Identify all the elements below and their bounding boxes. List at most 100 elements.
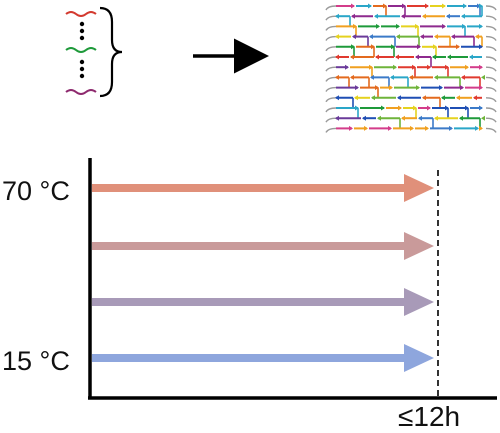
strand-arrowhead — [353, 23, 357, 29]
strand-arrowhead — [418, 115, 422, 121]
strand-arrowhead — [362, 115, 366, 121]
time-label: ≤12h — [398, 401, 460, 432]
strand-arrowhead — [409, 74, 413, 80]
arrowhead-icon — [404, 174, 434, 202]
strand-arrowhead — [479, 85, 483, 91]
scaffold-loop — [325, 97, 337, 103]
strand-arrowhead — [396, 23, 400, 29]
scaffold-loop — [485, 107, 497, 113]
strand-arrowhead — [422, 13, 426, 19]
strand-arrowhead — [369, 64, 373, 70]
scaffold-loop — [485, 25, 497, 31]
strand-arrowhead — [415, 23, 419, 29]
scaffold-loop — [325, 76, 337, 82]
strand-arrowhead — [479, 64, 483, 70]
strand-arrowhead — [381, 105, 385, 111]
strand-arrowhead — [422, 95, 426, 101]
staple-strand-red — [65, 11, 97, 17]
strand-arrowhead — [355, 105, 359, 111]
arrowhead-icon — [404, 288, 434, 316]
arrowhead-icon — [404, 232, 434, 260]
strand-arrowhead — [475, 125, 479, 131]
strand-arrowhead — [371, 44, 375, 50]
arrow-mid-low — [92, 288, 434, 316]
scaffold-loop — [485, 76, 497, 82]
strand-arrowhead — [475, 34, 479, 40]
strand-arrowhead — [397, 95, 401, 101]
scaffold-loop — [485, 86, 497, 92]
strand-arrowhead — [481, 74, 485, 80]
scaffold-loop — [325, 86, 337, 92]
strand-arrowhead — [351, 44, 355, 50]
strand-arrowhead — [416, 85, 420, 91]
strand-arrowhead — [479, 23, 483, 29]
strand-arrowhead — [376, 23, 380, 29]
scaffold-loop — [325, 107, 337, 113]
strand-arrowhead — [415, 54, 419, 60]
temp-low-label: 15 °C — [2, 346, 70, 376]
strand-arrowhead — [481, 115, 485, 121]
scaffold-loop — [485, 15, 497, 21]
arrow-15c — [92, 344, 434, 372]
strand-arrowhead — [395, 54, 399, 60]
strand-arrowhead — [383, 3, 387, 9]
strand-arrowhead — [401, 13, 405, 19]
strand-arrowhead — [434, 34, 438, 40]
strand-arrowhead — [451, 34, 455, 40]
scaffold-loop — [325, 66, 337, 72]
strand-arrowhead — [447, 54, 451, 60]
strand-arrowhead — [410, 125, 414, 131]
strand-arrowhead — [351, 13, 355, 19]
strand-arrowhead — [445, 105, 449, 111]
strand-arrowhead — [389, 85, 393, 91]
strand-arrowhead — [420, 34, 424, 40]
scaffold-loop — [485, 35, 497, 41]
strand-arrowhead — [412, 64, 416, 70]
strand-arrowhead — [442, 3, 446, 9]
strand-arrowhead — [335, 54, 339, 60]
arrow-shaft — [92, 184, 406, 192]
strand-arrowhead — [345, 64, 349, 70]
arrow-70c — [92, 174, 434, 202]
strand-arrowhead — [396, 34, 400, 40]
strand-arrowhead — [390, 74, 394, 80]
dna-staple-strands-icon — [65, 11, 97, 95]
strand-arrowhead — [456, 95, 460, 101]
strand-arrowhead — [352, 34, 356, 40]
strand-arrowhead — [427, 105, 431, 111]
strand-arrowhead — [445, 64, 449, 70]
arrow-mid-high — [92, 232, 434, 260]
staple-strand-green — [65, 47, 97, 53]
strand-arrowhead — [335, 74, 339, 80]
strand-arrowhead — [355, 85, 359, 91]
scaffold-loop — [325, 46, 337, 52]
strand-arrowhead — [469, 54, 473, 60]
strand-arrowhead — [398, 105, 402, 111]
strand-arrowhead — [459, 115, 463, 121]
strand-arrowhead — [465, 64, 469, 70]
strand-arrowhead — [370, 74, 374, 80]
strand-arrowhead — [465, 105, 469, 111]
staple-strand-purple — [65, 89, 97, 95]
strand-arrowhead — [446, 13, 450, 19]
strand-arrowhead — [377, 115, 381, 121]
strand-arrowhead — [427, 64, 431, 70]
strand-arrowhead — [434, 74, 438, 80]
strand-arrowhead — [354, 95, 358, 101]
ellipsis-icon — [79, 21, 85, 41]
strand-arrowhead — [388, 125, 392, 131]
scaffold-loop — [325, 127, 337, 133]
scaffold-loop — [325, 56, 337, 62]
strand-arrowhead — [335, 13, 339, 19]
scaffold-loop — [485, 46, 497, 52]
dna-origami-tile-icon — [325, 3, 497, 133]
scaffold-loop — [485, 97, 497, 103]
strand-arrowhead — [456, 44, 460, 50]
arrow-shaft — [92, 298, 406, 306]
scaffold-loop — [325, 15, 337, 21]
scaffold-loop — [485, 117, 497, 123]
strand-arrowhead — [369, 34, 373, 40]
strand-arrowhead — [413, 105, 417, 111]
strand-arrowhead — [335, 115, 339, 121]
